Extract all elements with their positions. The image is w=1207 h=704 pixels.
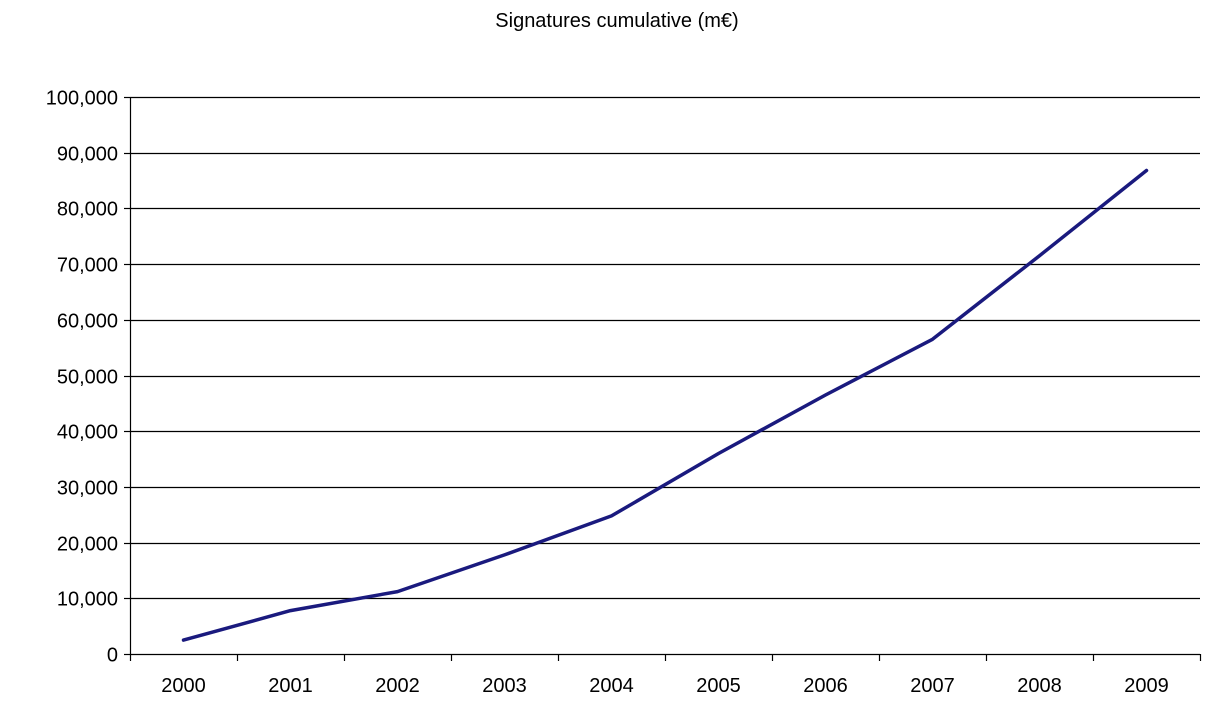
y-tick-label: 0: [107, 645, 118, 667]
x-tick-label: 2000: [161, 675, 206, 697]
y-tick-label: 90,000: [57, 144, 118, 166]
y-tick-label: 10,000: [57, 589, 118, 611]
y-tick-label: 80,000: [57, 199, 118, 221]
y-tick-label: 50,000: [57, 367, 118, 389]
y-tick-label: 70,000: [57, 255, 118, 277]
x-tick-label: 2007: [910, 675, 955, 697]
chart-title: Signatures cumulative (m€): [495, 10, 738, 32]
y-tick-label: 30,000: [57, 478, 118, 500]
x-tick-label: 2008: [1017, 675, 1062, 697]
y-tick-label: 60,000: [57, 311, 118, 333]
y-tick-labels: 0 10,000 20,000 30,000 40,000 50,000 60,000 70,…: [46, 88, 118, 667]
series-line: [181, 168, 1149, 642]
x-tick-label: 2003: [482, 675, 527, 697]
axes: [124, 96, 1202, 661]
x-tick-labels: 2000 2001 2002 2003 2004 2005 2006 2007 2008 2009: [161, 675, 1169, 697]
x-tick-label: 2001: [268, 675, 313, 697]
x-tick-label: 2002: [375, 675, 420, 697]
y-tick-label: 40,000: [57, 422, 118, 444]
x-tick-label: 2004: [589, 675, 634, 697]
series-lines: [181, 168, 1149, 642]
gridlines: [130, 96, 1200, 600]
y-tick-label: 100,000: [46, 88, 118, 110]
x-tick-label: 2005: [696, 675, 741, 697]
y-tick-label: 20,000: [57, 534, 118, 556]
x-tick-label: 2006: [803, 675, 848, 697]
x-tick-label: 2009: [1124, 675, 1169, 697]
